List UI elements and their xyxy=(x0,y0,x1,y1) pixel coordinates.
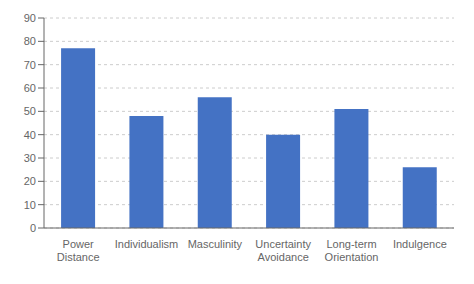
svg-text:10: 10 xyxy=(24,199,36,211)
svg-text:PowerDistance: PowerDistance xyxy=(57,238,100,263)
svg-text:70: 70 xyxy=(24,59,36,71)
svg-text:30: 30 xyxy=(24,152,36,164)
svg-text:80: 80 xyxy=(24,35,36,47)
svg-text:50: 50 xyxy=(24,105,36,117)
svg-text:40: 40 xyxy=(24,129,36,141)
svg-text:20: 20 xyxy=(24,175,36,187)
svg-text:90: 90 xyxy=(24,12,36,24)
svg-text:Long-termOrientation: Long-termOrientation xyxy=(325,238,379,263)
svg-text:0: 0 xyxy=(30,222,36,234)
svg-text:UncertaintyAvoidance: UncertaintyAvoidance xyxy=(255,238,311,263)
svg-text:Individualism: Individualism xyxy=(115,238,179,250)
svg-text:Masculinity: Masculinity xyxy=(188,238,243,250)
svg-text:Indulgence: Indulgence xyxy=(393,238,447,250)
svg-text:60: 60 xyxy=(24,82,36,94)
